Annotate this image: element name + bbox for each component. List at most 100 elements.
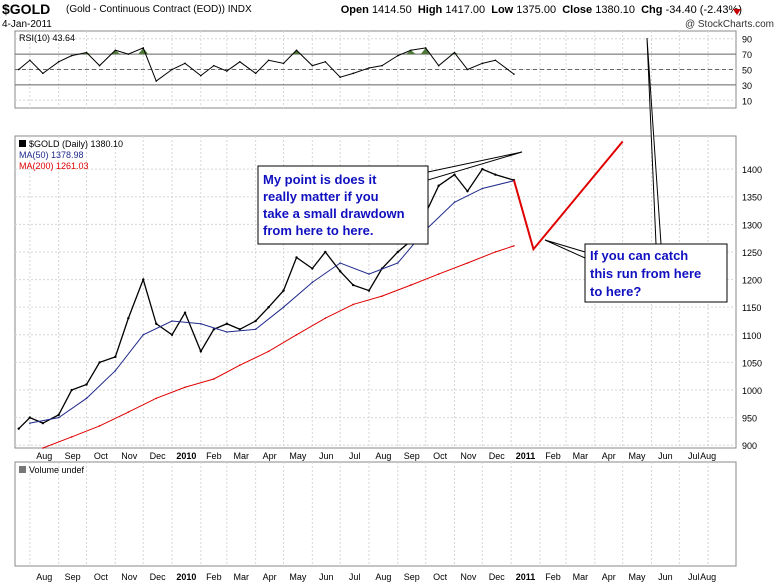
volume-x-tick: Jun [658,572,673,582]
callout-right-text: this run from here [590,266,701,281]
callout-left-text: take a small drawdown [263,206,405,221]
callout-right-pointer [544,239,586,259]
ma50-point [368,273,370,275]
watermark: @ StockCharts.com [684,19,774,30]
price-point [494,173,497,176]
price-point [295,256,298,259]
rsi-point [368,67,370,69]
price-tick-label: 1350 [742,193,762,203]
price-point [481,167,484,171]
volume-x-tick: Oct [433,572,448,582]
rsi-point [424,47,427,49]
price-x-tick: Sep [65,451,81,461]
ma200-point [155,397,158,400]
callout-left-text: from here to here. [263,223,374,238]
callout-left-box [257,165,429,245]
price-x-tick: 2010 [176,451,196,461]
price-x-tick: Jul [349,451,361,461]
panel-frame-2 [14,461,737,567]
rsi-point [239,61,241,63]
symbol: $GOLD [2,1,51,17]
volume-x-tick: Sep [404,572,420,582]
rsi-point [437,64,440,67]
volume-x-tick: Nov [460,572,477,582]
volume-x-tick: Apr [602,572,616,582]
chg-value: -34.40 (-2.43%) [665,4,742,16]
ma200-point [127,411,130,413]
ma50-point [453,201,456,204]
ma200-point [70,436,73,438]
volume-x-tick: Feb [545,572,561,582]
ma50-point [339,262,341,264]
legend-entry: MA(200) 1261.03 [19,161,89,171]
price-tick-label: 950 [742,414,757,424]
price-point [466,190,469,193]
price-tick-label: 1200 [742,276,762,286]
price-x-tick: Apr [602,451,616,461]
ma50-point [171,320,173,322]
rsi-point [17,68,20,71]
price-point [17,427,20,430]
rsi-point [184,62,186,65]
rsi-tick-label: 70 [742,50,752,60]
ma50-point [481,187,484,190]
ma200-point [295,333,298,336]
callout-right-text: If you can catch [590,248,688,263]
legend-entry: MA(50) 1378.98 [19,150,84,160]
price-x-tick: May [289,451,307,461]
rsi-point [466,68,469,71]
price-point [28,416,32,419]
rsi-point [453,51,456,54]
annotation-run-line [512,140,624,252]
price-x-tick: Nov [460,451,477,461]
ma50-point [311,281,314,284]
ma200-point [437,273,440,275]
rsi-tick-label: 30 [742,81,752,91]
chart-date: 4-Jan-2011 [2,19,52,30]
ma200-line [42,245,515,449]
high-value: 1417.00 [445,4,486,16]
ma50-line [29,180,515,424]
rsi-line [18,47,515,82]
price-point [85,383,88,386]
price-point [267,305,270,309]
volume-x-tick: May [289,572,307,582]
price-x-tick: Jul [688,451,700,461]
high-label: High [417,4,443,16]
rsi-overbought-fill [405,50,416,55]
rsi-point [267,59,270,62]
volume-x-tick: Oct [94,572,109,582]
rsi-tick-label: 10 [742,96,752,106]
exchange-text: INDX [227,4,252,15]
close-label: Close [562,4,593,16]
ma50-point [114,369,117,372]
callout-left-text: really matter if you [263,189,379,204]
price-tick-label: 1300 [742,220,762,230]
ma200-point [352,303,355,306]
price-point [41,421,45,425]
price-tick-label: 1050 [742,358,762,368]
ma50-point [254,328,257,331]
price-x-tick: 2011 [516,451,536,461]
ma200-point [324,317,327,320]
price-point [324,250,327,254]
rsi-point [142,47,145,49]
volume-x-tick: Sep [65,572,81,582]
price-point [170,333,174,336]
callout-left-pointer [427,151,523,181]
volume-x-tick: 2010 [176,572,196,582]
ohlc-readout: Open 1414.50 High 1417.00 Low 1375.00 Cl… [341,4,742,16]
price-tick-label: 1150 [742,303,761,313]
rsi-point [410,49,412,52]
volume-x-tick: Feb [206,572,222,582]
volume-x-tick: 2011 [516,572,536,582]
price-x-tick: Jun [658,451,673,461]
chg-label: Chg [641,4,663,16]
rsi-point [481,62,484,65]
volume-x-tick: May [629,572,647,582]
price-point [199,350,203,353]
ma200-point [42,447,44,449]
volume-title: Volume undef [29,465,85,475]
rsi-point [57,61,60,63]
price-point [338,270,342,273]
